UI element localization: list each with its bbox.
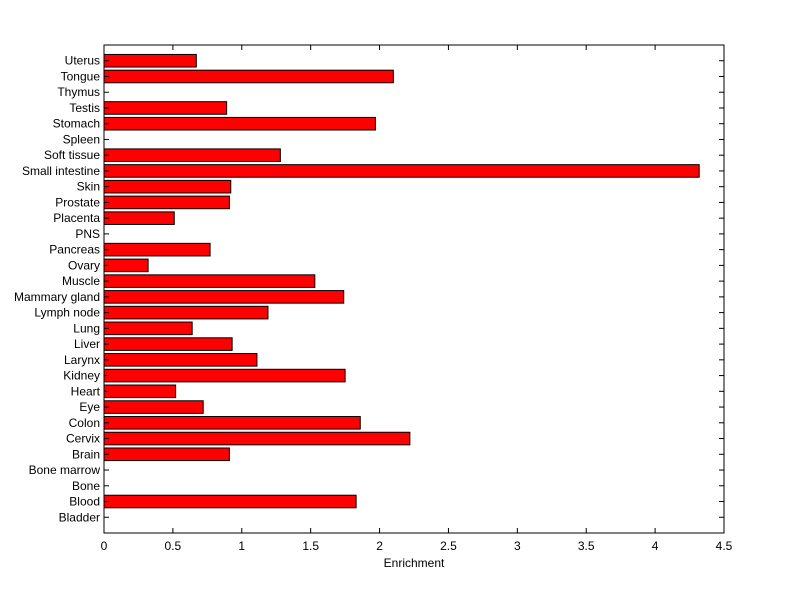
- x-tick-label: 1.5: [302, 539, 319, 553]
- category-label: Mammary gland: [14, 290, 100, 304]
- bar-liver: [103, 337, 233, 351]
- category-label: Ovary: [68, 258, 100, 272]
- bar-prostate: [103, 195, 230, 210]
- bar-uterus: [103, 53, 197, 68]
- category-label: Colon: [69, 416, 100, 430]
- category-label: Skin: [77, 180, 100, 194]
- category-label: Spleen: [63, 132, 100, 146]
- x-tick-label: 2: [376, 539, 383, 553]
- category-label: Heart: [71, 384, 101, 398]
- bar-ovary: [103, 258, 149, 273]
- category-label: Thymus: [57, 85, 100, 99]
- bar-lung: [103, 321, 193, 336]
- plot-frame: [103, 44, 725, 534]
- x-tick-label: 3.5: [578, 539, 595, 553]
- category-label: PNS: [75, 227, 100, 241]
- bar-lymph-node: [103, 305, 269, 320]
- bar-testis: [103, 101, 228, 115]
- category-label: Soft tissue: [44, 148, 100, 162]
- x-tick-labels-group: 0 0.5 1 1.5 2 2.5 3 3.5 4 4.5: [101, 539, 733, 553]
- bar-brain: [103, 447, 230, 462]
- category-label: Bone marrow: [29, 463, 101, 477]
- x-tick-label: 3: [514, 539, 521, 553]
- category-label: Lung: [73, 321, 100, 335]
- bar-larynx: [103, 353, 258, 367]
- category-label: Bone: [72, 479, 100, 493]
- bar-kidney: [103, 368, 346, 383]
- bar-tongue: [103, 69, 394, 84]
- ticks-group: [103, 45, 725, 533]
- x-tick-label: 1: [238, 539, 245, 553]
- bar-small-intestine: [103, 164, 700, 178]
- category-label: Muscle: [62, 274, 100, 288]
- category-label: Brain: [72, 447, 100, 461]
- x-tick-label: 0: [101, 539, 108, 553]
- category-label: Placenta: [53, 211, 100, 225]
- bar-soft-tissue: [103, 148, 281, 162]
- category-label: Blood: [69, 495, 100, 509]
- category-label: Testis: [69, 101, 100, 115]
- category-label: Tongue: [61, 69, 101, 83]
- x-tick-label: 4.5: [716, 539, 733, 553]
- category-label: Larynx: [64, 353, 100, 367]
- x-axis-label: Enrichment: [384, 556, 445, 570]
- category-label: Eye: [79, 400, 100, 414]
- bar-heart: [103, 384, 177, 399]
- category-label: Liver: [74, 337, 100, 351]
- bar-blood: [103, 494, 357, 509]
- category-label: Prostate: [55, 195, 100, 209]
- category-label: Bladder: [59, 510, 100, 524]
- bar-muscle: [103, 274, 316, 288]
- category-label: Kidney: [63, 369, 100, 383]
- category-label: Pancreas: [49, 243, 100, 257]
- bar-colon: [103, 416, 361, 430]
- bars-group: [103, 53, 700, 509]
- bar-placenta: [103, 211, 175, 225]
- x-tick-label: 2.5: [440, 539, 457, 553]
- bar-skin: [103, 179, 232, 194]
- category-label: Small intestine: [22, 164, 100, 178]
- x-tick-label: 4: [652, 539, 659, 553]
- bar-eye: [103, 400, 204, 414]
- bar-pancreas: [103, 242, 211, 257]
- bar-mammary-gland: [103, 290, 345, 304]
- bar-stomach: [103, 116, 376, 131]
- bar-cervix: [103, 431, 411, 446]
- category-label: Stomach: [53, 117, 100, 131]
- category-label: Cervix: [66, 432, 100, 446]
- category-label: Uterus: [65, 54, 100, 68]
- category-label: Lymph node: [34, 306, 100, 320]
- x-tick-label: 0.5: [165, 539, 182, 553]
